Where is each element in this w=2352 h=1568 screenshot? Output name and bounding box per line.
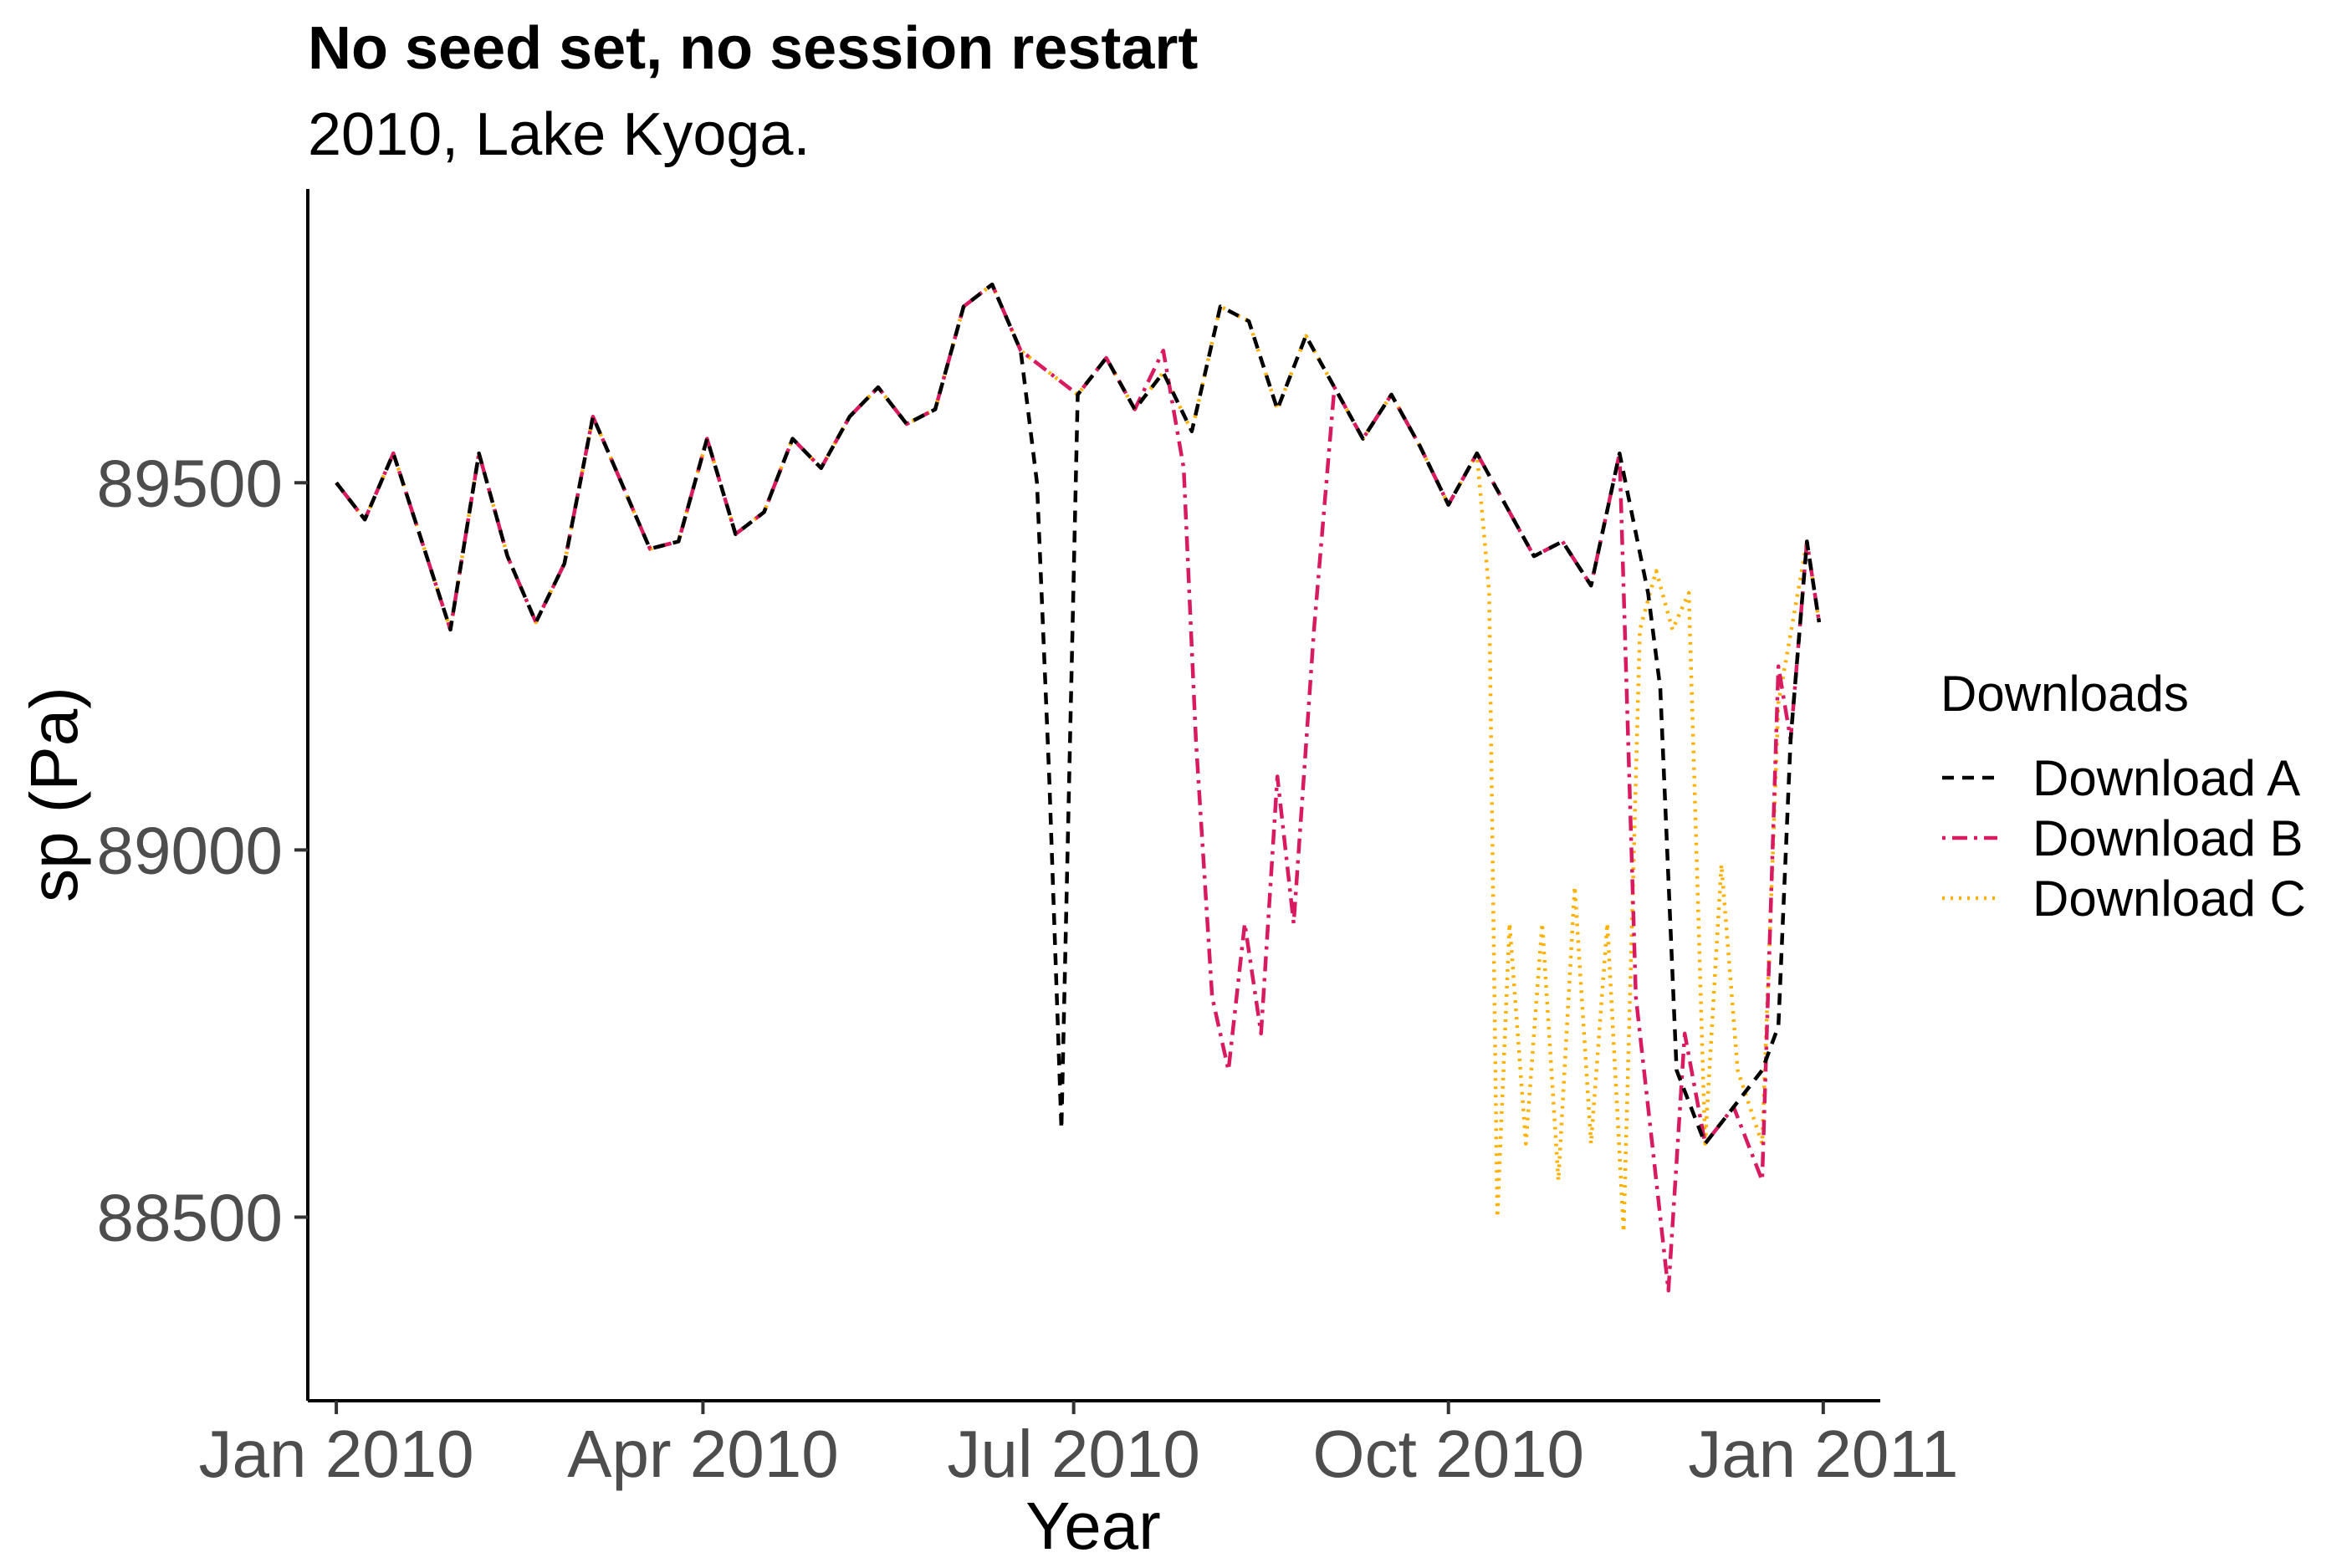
- x-tick-label: Apr 2010: [567, 1417, 839, 1491]
- legend-title: Downloads: [1940, 666, 2189, 722]
- series-line-1: [335, 282, 1822, 1146]
- legend-label-2: Download B: [2032, 810, 2303, 866]
- y-tick-label: 89500: [97, 446, 283, 520]
- x-tick-label: Jan 2010: [198, 1417, 473, 1491]
- y-axis-title: sp (Pa): [17, 687, 91, 902]
- x-tick-label: Jan 2011: [1688, 1417, 1958, 1491]
- x-tick-label: Oct 2010: [1312, 1417, 1584, 1491]
- series-layer: [335, 282, 1822, 1293]
- x-axis-title: Year: [1025, 1489, 1161, 1563]
- legend-label-1: Download A: [2032, 750, 2300, 806]
- legend-label-3: Download C: [2032, 871, 2306, 927]
- x-tick-label: Jul 2010: [947, 1417, 1199, 1491]
- y-tick-label: 88500: [97, 1180, 283, 1254]
- y-axis-ticks: 88500 89000 89500: [97, 446, 308, 1254]
- chart-subtitle: 2010, Lake Kyoga.: [308, 101, 810, 168]
- x-axis-ticks: Jan 2010 Apr 2010 Jul 2010 Oct 2010 Jan 2011: [198, 1401, 1958, 1491]
- series-line-3: [335, 282, 1822, 1234]
- series-line-2: [335, 282, 1822, 1293]
- chart-title: No seed set, no session restart: [308, 15, 1198, 82]
- y-tick-label: 89000: [97, 813, 283, 887]
